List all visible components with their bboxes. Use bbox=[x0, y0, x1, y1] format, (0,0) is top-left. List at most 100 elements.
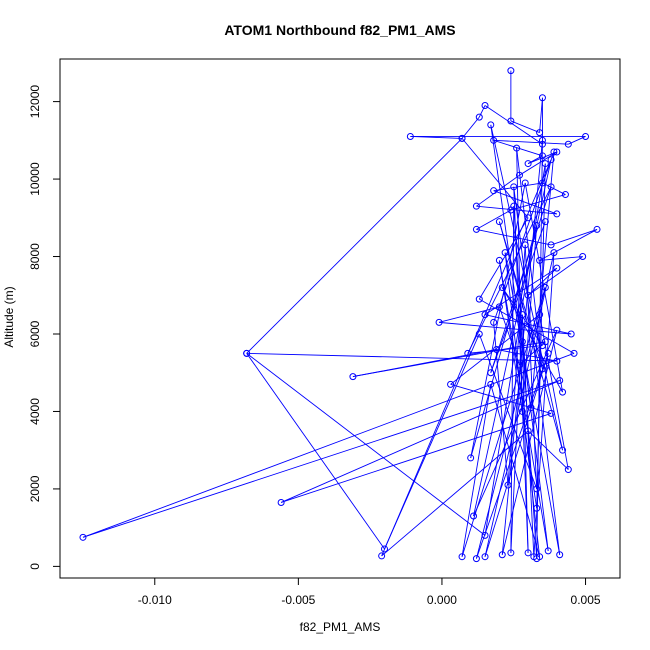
series-line-segment bbox=[498, 260, 549, 551]
series-line-segment bbox=[484, 105, 543, 145]
data-point bbox=[481, 531, 489, 539]
series-line-segment bbox=[493, 190, 557, 215]
data-point bbox=[538, 179, 546, 187]
x-tick-label: 0.000 bbox=[427, 593, 457, 607]
x-tick-label: 0.005 bbox=[571, 593, 601, 607]
data-point bbox=[524, 160, 532, 168]
series-line-segment bbox=[519, 151, 558, 176]
data-point bbox=[277, 498, 285, 506]
data-point bbox=[524, 291, 532, 299]
data-point bbox=[518, 338, 526, 346]
series-line-segment bbox=[484, 163, 546, 536]
data-point bbox=[541, 284, 549, 292]
data-point bbox=[521, 241, 529, 249]
data-point bbox=[564, 466, 572, 474]
data-point bbox=[561, 191, 569, 199]
series-line-segment bbox=[280, 380, 560, 503]
data-point bbox=[559, 388, 567, 396]
data-point bbox=[510, 202, 518, 210]
data-point bbox=[490, 136, 498, 144]
data-point bbox=[570, 349, 578, 357]
series-line-segment bbox=[527, 430, 569, 470]
data-point bbox=[490, 187, 498, 195]
data-point bbox=[550, 249, 558, 257]
series-line-segment bbox=[246, 138, 463, 354]
data-point bbox=[567, 330, 575, 338]
data-point bbox=[579, 253, 587, 261]
data-point bbox=[536, 129, 544, 137]
series-line-group bbox=[82, 70, 598, 559]
series-line-segment bbox=[246, 353, 486, 536]
data-point bbox=[487, 121, 495, 129]
series-line-segment bbox=[521, 225, 538, 412]
data-point bbox=[553, 264, 561, 272]
data-point bbox=[475, 295, 483, 303]
data-point bbox=[547, 409, 555, 417]
series-line-segment bbox=[510, 206, 515, 553]
data-point bbox=[406, 132, 414, 140]
series-line-segment bbox=[384, 333, 480, 550]
data-point bbox=[470, 512, 478, 520]
y-tick-label: 4000 bbox=[28, 398, 42, 425]
series-line-segment bbox=[467, 186, 552, 354]
series-line-segment bbox=[475, 353, 549, 559]
data-point bbox=[467, 454, 475, 462]
series-line-segment bbox=[539, 97, 543, 133]
data-point bbox=[498, 284, 506, 292]
data-point bbox=[547, 183, 555, 191]
data-point bbox=[553, 210, 561, 218]
data-point bbox=[559, 446, 567, 454]
series-line-segment bbox=[470, 182, 526, 459]
series-line-segment bbox=[461, 116, 480, 139]
series-line-segment bbox=[527, 256, 583, 296]
series-line-segment bbox=[490, 186, 552, 373]
series-line-segment bbox=[352, 349, 497, 378]
data-point bbox=[475, 330, 483, 338]
data-point bbox=[524, 214, 532, 222]
series-line-segment bbox=[490, 384, 541, 557]
data-point bbox=[541, 218, 549, 226]
data-point bbox=[521, 179, 529, 187]
series-line-segment bbox=[478, 105, 486, 118]
data-point bbox=[547, 156, 555, 164]
data-point bbox=[541, 160, 549, 168]
data-point bbox=[538, 140, 546, 148]
series-line-segment bbox=[467, 345, 543, 354]
series-line-segment bbox=[493, 182, 543, 192]
data-point bbox=[564, 140, 572, 148]
series-line-segment bbox=[498, 260, 538, 509]
data-point bbox=[582, 132, 590, 140]
series-line-segment bbox=[493, 139, 543, 157]
series-line-segment bbox=[484, 267, 558, 316]
series-point-group bbox=[79, 67, 601, 563]
data-point bbox=[544, 547, 552, 555]
data-point bbox=[533, 222, 541, 230]
series-line-segment bbox=[513, 186, 561, 555]
chart-title: ATOM1 Northbound f82_PM1_AMS bbox=[224, 22, 455, 38]
data-point bbox=[510, 183, 518, 191]
y-tick-label: 12000 bbox=[28, 85, 42, 119]
data-point bbox=[504, 481, 512, 489]
series-line-segment bbox=[82, 352, 575, 538]
data-point bbox=[518, 407, 526, 415]
data-point bbox=[507, 549, 515, 557]
data-point bbox=[507, 67, 515, 75]
data-point bbox=[495, 303, 503, 311]
data-point bbox=[556, 551, 564, 559]
data-point bbox=[550, 148, 558, 156]
series-line-segment bbox=[484, 252, 555, 557]
series-line-segment bbox=[461, 138, 529, 219]
y-tick-label: 6000 bbox=[28, 320, 42, 347]
series-line-segment bbox=[521, 341, 529, 553]
y-axis: 0 2000 4000 6000 8000 10000 12000 bbox=[28, 85, 61, 570]
series-line-segment bbox=[490, 124, 564, 451]
series-line-segment bbox=[246, 352, 557, 362]
data-point bbox=[495, 218, 503, 226]
series-line-segment bbox=[476, 174, 520, 207]
data-point bbox=[495, 256, 503, 264]
data-point bbox=[527, 404, 535, 412]
series-line-segment bbox=[501, 287, 543, 346]
series-line-segment bbox=[381, 159, 552, 557]
data-point bbox=[518, 311, 526, 319]
